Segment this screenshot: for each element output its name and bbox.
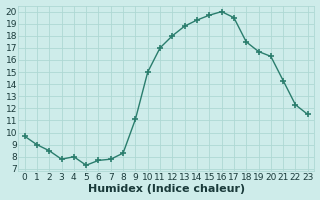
X-axis label: Humidex (Indice chaleur): Humidex (Indice chaleur) [88, 184, 245, 194]
